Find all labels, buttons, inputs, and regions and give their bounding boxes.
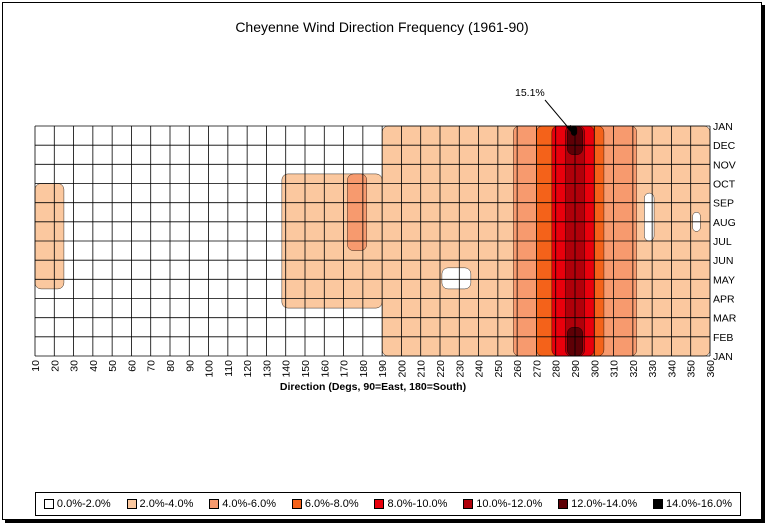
x-tick-label: 190 [377, 360, 389, 378]
x-tick-label: 360 [705, 360, 717, 378]
heatmap-plot: 10 20 30 40 50 60 70 80 90 100 110 120 130 140 150 160 1… [30, 87, 737, 393]
x-tick-label: 240 [474, 360, 486, 378]
legend-label: 14.0%-16.0% [665, 498, 733, 510]
x-tick-labels: 10 20 30 40 50 60 70 80 90 100 110 120 130 140 150 160 1… [30, 360, 717, 378]
month-label: JUL [713, 236, 732, 248]
x-tick-label: 150 [300, 360, 312, 378]
contour-region-3 [441, 267, 472, 290]
month-label: FEB [713, 332, 733, 344]
legend-label: 12.0%-14.0% [571, 498, 638, 510]
annotation: 15.1% [515, 87, 573, 133]
y-tick-labels: JAN FEB MAR APR MAY JUN JUL AUG SEP OCT NOV DEC JAN [713, 121, 737, 363]
x-tick-label: 90 [184, 360, 196, 372]
x-tick-label: 260 [512, 360, 524, 378]
x-tick-label: 250 [493, 360, 505, 378]
x-tick-label: 270 [531, 360, 543, 378]
x-tick-label: 30 [69, 360, 81, 372]
month-label: MAR [713, 313, 737, 325]
legend-swatch [463, 499, 474, 509]
legend-swatch [652, 499, 663, 509]
legend-item: 0.0%-2.0% [43, 498, 111, 510]
legend-label: 10.0%-12.0% [476, 498, 543, 510]
x-tick-label: 170 [339, 360, 351, 378]
contour-region-2 [34, 183, 65, 290]
legend-item: 12.0%-14.0% [558, 498, 637, 510]
legend-item: 14.0%-16.0% [652, 498, 733, 510]
legend-swatch [558, 499, 569, 509]
month-label: JAN [713, 351, 733, 363]
x-tick-label: 110 [223, 360, 235, 377]
x-tick-label: 290 [570, 360, 582, 378]
legend-label: 0.0%-2.0% [56, 498, 111, 510]
month-label: SEP [713, 198, 734, 210]
month-label: AUG [713, 217, 736, 229]
contour-region-7 [347, 173, 367, 251]
month-label: MAY [713, 274, 735, 286]
legend-swatch [291, 499, 302, 509]
x-axis-label: Direction (Degs, 90=East, 180=South) [280, 381, 466, 393]
month-label: OCT [713, 179, 736, 191]
legend-item: 4.0%-6.0% [209, 498, 276, 510]
month-label: DEC [713, 140, 736, 152]
legend-label: 2.0%-4.0% [139, 498, 194, 510]
contour-region-13 [570, 125, 578, 136]
legend-label: 6.0%-8.0% [304, 498, 359, 510]
x-tick-label: 330 [647, 360, 659, 378]
x-tick-label: 280 [551, 360, 563, 378]
x-tick-label: 20 [49, 360, 61, 372]
x-tick-label: 320 [628, 360, 640, 378]
x-tick-label: 230 [454, 360, 466, 378]
legend-swatch [126, 499, 137, 509]
chart-title: Cheyenne Wind Direction Frequency (1961-… [235, 19, 529, 35]
x-tick-label: 100 [204, 360, 216, 378]
legend-label: 8.0%-10.0% [387, 498, 448, 510]
x-tick-label: 140 [281, 360, 293, 378]
x-tick-label: 10 [30, 360, 42, 372]
x-tick-label: 350 [686, 360, 698, 378]
month-label: JUN [713, 255, 733, 267]
month-label: NOV [713, 159, 736, 171]
x-tick-label: 120 [242, 360, 254, 378]
legend-swatch [374, 499, 385, 509]
x-tick-label: 70 [146, 360, 158, 372]
x-tick-label: 210 [416, 360, 428, 378]
month-label: JAN [713, 121, 733, 133]
x-tick-label: 80 [165, 360, 177, 372]
annotation-label: 15.1% [515, 87, 545, 99]
x-tick-label: 160 [319, 360, 331, 378]
x-tick-label: 310 [609, 360, 621, 378]
legend-item: 8.0%-10.0% [374, 498, 447, 510]
x-tick-label: 40 [88, 360, 100, 372]
contour-region-4 [644, 192, 655, 242]
x-tick-label: 180 [358, 360, 370, 378]
month-label: APR [713, 294, 735, 306]
x-tick-label: 340 [666, 360, 678, 378]
x-tick-label: 50 [107, 360, 119, 372]
legend-item: 2.0%-4.0% [126, 498, 194, 510]
legend-label: 4.0%-6.0% [222, 498, 276, 510]
x-tick-label: 300 [589, 360, 601, 378]
legend-item: 10.0%-12.0% [463, 498, 542, 510]
chart-frame: Cheyenne Wind Direction Frequency (1961-… [2, 2, 762, 520]
x-tick-label: 200 [396, 360, 408, 378]
x-tick-label: 130 [261, 360, 273, 378]
legend: 0.0%-2.0% 2.0%-4.0% 4.0%-6.0% 6.0%-8.0% 8.0%… [35, 492, 741, 516]
x-tick-label: 220 [435, 360, 447, 378]
grid-lines [34, 125, 711, 357]
legend-item: 6.0%-8.0% [291, 498, 359, 510]
x-tick-label: 60 [126, 360, 138, 372]
annotation-arrowhead [566, 125, 572, 133]
legend-swatch [43, 499, 54, 509]
legend-swatch [209, 499, 220, 509]
